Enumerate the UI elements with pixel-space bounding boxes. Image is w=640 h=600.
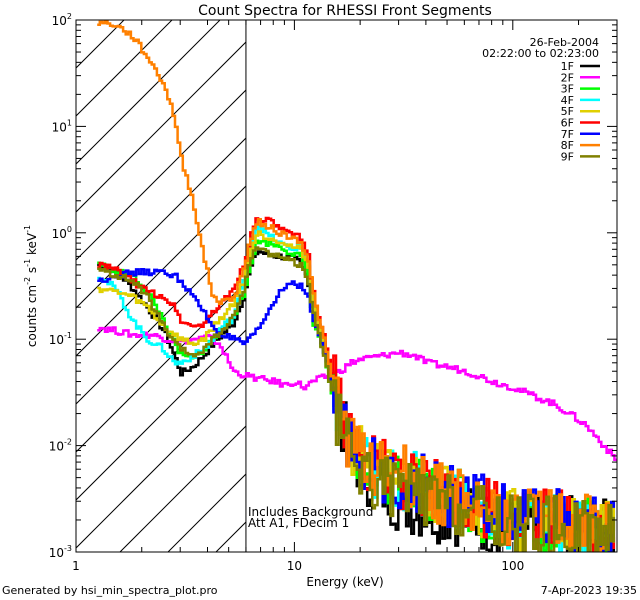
legend-date: 26-Feb-2004	[530, 36, 599, 49]
series-line-9f	[97, 246, 616, 552]
hatch-line	[76, 377, 246, 549]
hatch-line	[76, 41, 246, 213]
y-tick-label: 102	[52, 12, 72, 28]
hatch-line	[76, 20, 221, 165]
legend-label-6f: 6F	[561, 117, 574, 130]
x-tick-label: 1	[72, 559, 80, 573]
annotation-background: Includes Background	[248, 505, 373, 519]
legend-label-8f: 8F	[561, 139, 574, 152]
y-axis-tick-labels: 10-3 10-2 10-1 100 101 102	[49, 12, 72, 560]
hatched-region	[76, 20, 246, 552]
legend-label-2f: 2F	[561, 71, 574, 84]
hatch-line	[215, 521, 246, 552]
series-line-7f	[97, 267, 616, 552]
series-line-8f	[97, 20, 616, 552]
legend-label-1f: 1F	[561, 60, 574, 73]
annotation-attenuator: Att A1, FDecim 1	[248, 516, 349, 530]
y-axis-label-exp3: -1	[23, 225, 32, 233]
series-lines	[97, 20, 617, 552]
hatch-line	[76, 137, 246, 309]
hatch-line	[76, 233, 246, 405]
y-axis-label-exp2: -1	[23, 259, 32, 267]
y-tick-label: 100	[52, 225, 72, 241]
hatch-line	[119, 425, 246, 552]
y-tick-label: 10-3	[49, 544, 72, 560]
y-axis-label-mid: s	[25, 267, 39, 277]
legend-label-5f: 5F	[561, 105, 574, 118]
legend-label-3f: 3F	[561, 83, 574, 96]
y-axis-ticks	[76, 19, 617, 553]
y-tick-label: 10-1	[49, 331, 72, 347]
y-axis-label-unit: keV	[25, 232, 39, 259]
x-tick-label: 10	[287, 559, 302, 573]
x-axis-tick-labels: 1 10 100	[72, 559, 524, 573]
footer-generated-by: Generated by hsi_min_spectra_plot.pro	[2, 584, 218, 597]
hatch-line	[76, 185, 246, 357]
x-axis-ticks	[75, 20, 618, 552]
y-tick-label: 101	[52, 118, 72, 134]
y-axis-label-main: counts cm	[25, 285, 39, 347]
y-axis-label-exp1: -2	[23, 277, 32, 285]
hatch-line	[76, 329, 246, 501]
legend-label-7f: 7F	[561, 128, 574, 141]
x-axis-label: Energy (keV)	[306, 575, 383, 589]
plot-frame	[75, 19, 618, 553]
legend-label-9f: 9F	[561, 150, 574, 163]
y-axis-label: counts cm-2 s-1 keV-1	[23, 225, 39, 347]
hatch-line	[76, 89, 246, 261]
footer-timestamp: 7-Apr-2023 19:35	[541, 584, 637, 597]
legend-time-range: 02:22:00 to 02:23:00	[482, 47, 599, 60]
y-tick-label: 10-2	[49, 438, 72, 454]
hatch-line	[76, 20, 125, 69]
legend-label-4f: 4F	[561, 94, 574, 107]
hatch-line	[76, 20, 173, 117]
chart-title: Count Spectra for RHESSI Front Segments	[198, 3, 492, 19]
x-tick-label: 100	[501, 559, 524, 573]
